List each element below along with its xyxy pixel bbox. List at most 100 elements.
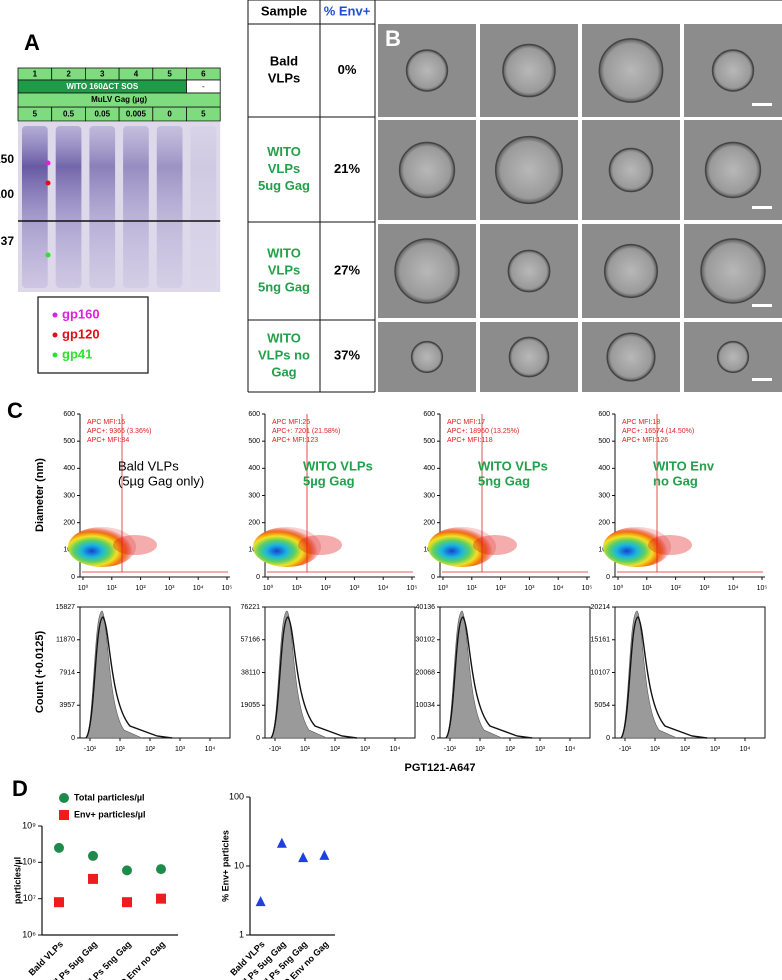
gag-amount: 0.05 xyxy=(94,110,110,119)
sample-label: Bald VLPs xyxy=(118,458,179,473)
x-tick-label: 10⁵ xyxy=(222,585,233,592)
legend-text: gp41 xyxy=(62,346,92,361)
event-cloud xyxy=(603,527,671,567)
x-tick-label: 10⁰ xyxy=(263,584,274,592)
particle xyxy=(405,49,449,92)
y-tick-label: 20068 xyxy=(416,669,436,676)
band-dot xyxy=(45,180,51,186)
event-tail xyxy=(113,535,157,555)
band-dot xyxy=(45,252,51,258)
scale-bar xyxy=(752,304,772,307)
scale-bar xyxy=(752,206,772,209)
x-tick-label: 10² xyxy=(680,746,691,753)
hist-line xyxy=(620,616,708,739)
table-header: Sample xyxy=(261,3,307,18)
sample-label: 5µg Gag xyxy=(303,473,355,488)
x-tick-label: 10¹ xyxy=(292,585,303,592)
y-tick-label: 15161 xyxy=(591,637,611,644)
x-axis-label: PGT121-A647 xyxy=(405,762,476,774)
y-tick-label: 0 xyxy=(256,735,260,742)
y-tick-label: 500 xyxy=(423,438,435,445)
x-tick-label: 10⁵ xyxy=(582,585,593,592)
gate-stat: APC+: 7201 (21.58%) xyxy=(272,428,340,435)
x-tick-label: 10⁴ xyxy=(378,585,389,592)
x-tick-label: 10³ xyxy=(349,585,360,592)
particle xyxy=(508,336,550,378)
data-point xyxy=(54,897,64,908)
x-tick-label: 10¹ xyxy=(115,746,126,753)
hist-fill xyxy=(270,610,328,739)
x-tick-label: 10³ xyxy=(524,585,535,592)
panel-label: A xyxy=(24,30,40,55)
data-point xyxy=(156,864,166,875)
data-point xyxy=(54,842,64,853)
x-tick-label: 10⁴ xyxy=(565,746,576,753)
y-tick-label: 300 xyxy=(63,492,75,499)
y-axis-label: particles/µl xyxy=(12,857,22,904)
data-point xyxy=(156,893,166,904)
gate-stat: APC+: 18960 (13.25%) xyxy=(447,428,519,435)
particle xyxy=(711,49,755,92)
sample-name: 5ng Gag xyxy=(258,279,310,294)
legend-text: gp120 xyxy=(62,326,100,341)
x-tick-label: 10⁴ xyxy=(728,585,739,592)
gate-stat: APC+: 9366 (3.36%) xyxy=(87,428,151,435)
x-tick-label: 10³ xyxy=(535,746,546,753)
particle xyxy=(608,147,654,193)
legend-dot xyxy=(52,352,58,358)
x-tick-label: 10⁴ xyxy=(193,585,204,592)
x-tick-label: 10⁵ xyxy=(407,585,418,592)
x-tick-label: 10³ xyxy=(710,746,721,753)
particle xyxy=(598,38,664,103)
particle xyxy=(410,340,444,374)
gate-stat: APC+ MFI:84 xyxy=(87,437,129,444)
y-tick-label: 38110 xyxy=(241,669,260,676)
gate-stat: APC MFI:17 xyxy=(447,419,485,426)
y-tick-label: 10⁶ xyxy=(22,929,36,939)
sample-label: WITO VLPs xyxy=(478,458,548,473)
hist-fill xyxy=(445,610,503,739)
y-tick-label: 200 xyxy=(598,520,610,527)
y-tick-label: 57166 xyxy=(241,637,261,644)
legend-text: Env+ particles/µl xyxy=(74,809,145,819)
y-tick-label: 300 xyxy=(423,492,435,499)
y-tick-label: 300 xyxy=(248,492,260,499)
x-tick-label: 10⁰ xyxy=(613,584,624,592)
construct-none: - xyxy=(202,82,205,91)
y-tick-label: 200 xyxy=(248,520,260,527)
y-tick-label: 600 xyxy=(248,411,260,418)
x-tick-label: 10⁵ xyxy=(757,585,768,592)
gel-lane xyxy=(55,126,82,288)
x-tick-label: 10³ xyxy=(175,746,186,753)
y-tick-label: 30102 xyxy=(416,637,436,644)
scale-bar xyxy=(752,378,772,381)
sample-name: WITO xyxy=(267,330,301,345)
y-tick-label: 0 xyxy=(606,735,610,742)
gel xyxy=(18,122,221,292)
sample-name: 5ug Gag xyxy=(258,178,310,193)
gate-stat: APC+ MFI:118 xyxy=(447,437,493,444)
sample-label: no Gag xyxy=(653,473,698,488)
y-tick-label: 100 xyxy=(229,791,244,801)
construct: WITO 160ΔCT SOS xyxy=(66,82,139,91)
lane-number: 2 xyxy=(66,70,71,79)
gate-stat: APC+: 16574 (14.50%) xyxy=(622,428,694,435)
particle xyxy=(502,43,556,98)
y-tick-label: 10034 xyxy=(416,702,436,709)
x-tick-label: 10⁴ xyxy=(390,746,401,753)
particle xyxy=(398,141,456,199)
y-tick-label: 500 xyxy=(598,438,610,445)
y-tick-label: 400 xyxy=(248,465,260,472)
y-tick-label: 0 xyxy=(606,574,610,581)
gate-stat: APC+ MFI:123 xyxy=(272,437,318,444)
x-tick-label: 10² xyxy=(330,746,341,753)
x-tick-label: 10² xyxy=(496,585,507,592)
x-tick-label: 10⁰ xyxy=(78,584,89,592)
y-tick-label: 200 xyxy=(423,520,435,527)
sample-name: VLPs xyxy=(268,262,301,277)
data-point xyxy=(319,849,330,860)
gag-amount: 0.5 xyxy=(63,110,75,119)
hist-line xyxy=(85,616,173,739)
gel-lane xyxy=(22,126,48,288)
x-tick-label: 10³ xyxy=(699,585,710,592)
